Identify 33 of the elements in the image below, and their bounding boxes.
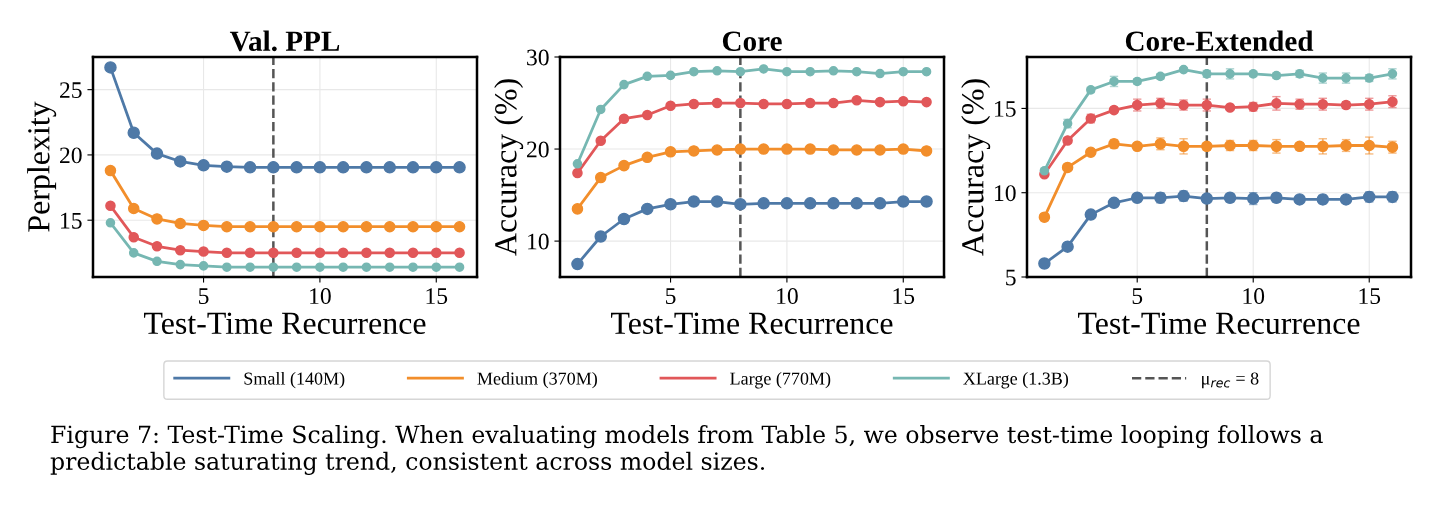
- chart-title: Val. PPL: [229, 30, 340, 52]
- x-tick-label: 10: [310, 288, 331, 305]
- legend-label: Large (770M): [730, 371, 831, 389]
- x-tick-label: 15: [893, 288, 915, 305]
- x-tick-label: 5: [666, 288, 676, 305]
- y-tick-label: 10: [995, 185, 1016, 202]
- y-tick-label: 20: [60, 147, 82, 164]
- y-tick-label: 15: [995, 101, 1016, 117]
- x-tick-label: 15: [1359, 288, 1381, 305]
- x-axis-title: Test-Time Recurrence: [144, 312, 426, 335]
- legend-label: μ$_{rec}$ = 8: [1202, 372, 1259, 389]
- y-axis-title: Accuracy (%): [494, 79, 524, 256]
- x-tick-label: 10: [777, 288, 798, 305]
- legend-label: Medium (370M): [477, 371, 597, 389]
- x-axis-title: Test-Time Recurrence: [1078, 312, 1360, 335]
- chart-title: Core: [722, 31, 782, 52]
- y-tick-label: 15: [61, 212, 82, 229]
- y-tick-label: 30: [527, 49, 549, 66]
- legend-label: XLarge (1.3B): [963, 371, 1069, 389]
- x-tick-label: 5: [1132, 288, 1143, 305]
- y-tick-label: 25: [60, 82, 82, 99]
- y-tick-label: 5: [1006, 269, 1016, 286]
- caption: Figure 7: Test-Time Scaling. When evaluating models from Table 5, we observe test-time looping follows a predictable saturating trend, consistent across model sizes.: [50, 425, 1323, 475]
- y-tick-label: 10: [528, 233, 549, 250]
- chart-title: Core-Extended: [1125, 30, 1314, 52]
- x-tick-label: 10: [1243, 288, 1265, 305]
- y-axis-title: Accuracy (%): [961, 79, 991, 256]
- x-tick-label: 5: [199, 288, 209, 305]
- legend-label: Small (140M): [244, 371, 345, 389]
- y-axis-title: Perplexity: [27, 101, 57, 232]
- x-axis-title: Test-Time Recurrence: [611, 312, 893, 335]
- x-tick-label: 15: [426, 288, 448, 305]
- y-tick-label: 20: [527, 141, 549, 158]
